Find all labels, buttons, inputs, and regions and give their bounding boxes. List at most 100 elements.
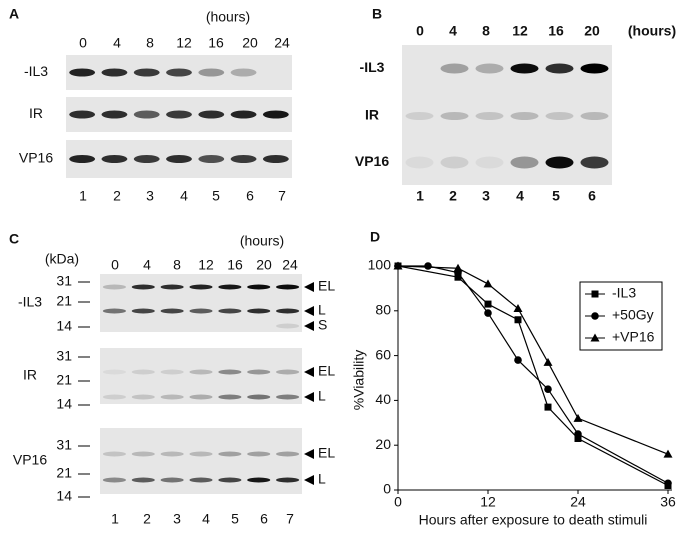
lane-number: 6 bbox=[588, 188, 596, 204]
marker-label: 21 bbox=[56, 293, 72, 309]
blot-band bbox=[131, 477, 155, 483]
blot-band bbox=[101, 155, 128, 163]
blot-band bbox=[545, 63, 574, 74]
x-tick-label: 12 bbox=[480, 494, 496, 510]
blot-band bbox=[510, 156, 539, 169]
blot-band bbox=[133, 68, 160, 77]
band-arrow bbox=[304, 321, 314, 331]
marker bbox=[513, 304, 523, 313]
blot-band bbox=[131, 284, 155, 290]
time-label: 20 bbox=[584, 23, 600, 39]
blot-band bbox=[440, 112, 469, 120]
blot-band bbox=[247, 369, 271, 375]
blot-band bbox=[545, 156, 574, 169]
blot-band bbox=[230, 110, 257, 119]
blot-band bbox=[262, 110, 289, 119]
lane-number: 7 bbox=[278, 188, 286, 204]
time-label: 4 bbox=[143, 257, 151, 273]
blot-band bbox=[276, 394, 300, 400]
blot-band bbox=[131, 369, 155, 375]
blot-band bbox=[166, 110, 192, 119]
blot-band bbox=[101, 110, 128, 119]
band-arrow bbox=[304, 306, 314, 316]
marker-label: 31 bbox=[56, 437, 72, 453]
blot-band bbox=[230, 155, 257, 163]
blot-band bbox=[131, 308, 155, 314]
blot-band bbox=[247, 308, 271, 314]
blot-band bbox=[69, 155, 96, 163]
blot-band bbox=[160, 477, 184, 483]
blot-band bbox=[276, 451, 300, 457]
blot-band bbox=[276, 284, 300, 290]
x-tick-label: 24 bbox=[570, 494, 586, 510]
marker-label: 21 bbox=[56, 465, 72, 481]
marker bbox=[591, 312, 599, 320]
band-label: EL bbox=[318, 445, 335, 461]
time-unit: (hours) bbox=[240, 233, 284, 249]
blot-band bbox=[102, 308, 126, 314]
blot-band bbox=[580, 156, 609, 169]
lane-number: 1 bbox=[416, 188, 424, 204]
blot-band bbox=[218, 477, 242, 483]
blot-band bbox=[198, 155, 225, 163]
y-tick-label: 100 bbox=[368, 257, 392, 273]
lane-number: 4 bbox=[516, 188, 524, 204]
marker bbox=[424, 262, 432, 270]
time-label: 8 bbox=[482, 23, 490, 39]
time-label: 20 bbox=[242, 35, 258, 51]
blot-strip bbox=[402, 140, 612, 185]
lane-number: 3 bbox=[146, 188, 154, 204]
band-arrow bbox=[304, 449, 314, 459]
time-label: 12 bbox=[176, 35, 192, 51]
blot-band bbox=[131, 451, 155, 457]
blot-band bbox=[160, 369, 184, 375]
lane-number: 6 bbox=[246, 188, 254, 204]
marker bbox=[591, 290, 599, 298]
x-tick-label: 36 bbox=[660, 494, 676, 510]
blot-band bbox=[580, 112, 609, 120]
lane-number: 5 bbox=[552, 188, 560, 204]
marker bbox=[393, 261, 403, 270]
blot-band bbox=[440, 156, 469, 169]
blot-strip bbox=[402, 92, 612, 140]
kda-unit: (kDa) bbox=[45, 251, 79, 267]
blot-band bbox=[218, 308, 242, 314]
lane-number: 2 bbox=[449, 188, 457, 204]
blot-band bbox=[276, 369, 300, 375]
row-label: VP16 bbox=[13, 452, 47, 468]
blot-band bbox=[166, 68, 192, 77]
blot-band bbox=[189, 477, 213, 483]
time-label: 20 bbox=[256, 257, 272, 273]
time-label: 0 bbox=[416, 23, 424, 39]
blot-band bbox=[276, 477, 300, 483]
blot-band bbox=[160, 308, 184, 314]
time-label: 16 bbox=[548, 23, 564, 39]
lane-number: 4 bbox=[180, 188, 188, 204]
blot-band bbox=[160, 284, 184, 290]
time-label: 4 bbox=[449, 23, 457, 39]
marker bbox=[514, 356, 522, 364]
band-label: L bbox=[318, 471, 326, 487]
panel-label: B bbox=[372, 6, 382, 22]
band-arrow bbox=[304, 282, 314, 292]
blot-band bbox=[276, 308, 300, 314]
blot-band bbox=[69, 68, 96, 77]
blot-band bbox=[475, 112, 504, 120]
lane-number: 1 bbox=[79, 188, 87, 204]
blot-band bbox=[198, 110, 225, 119]
blot-band bbox=[69, 110, 96, 119]
blot-band bbox=[545, 112, 574, 120]
lane-number: 1 bbox=[111, 511, 119, 527]
blot-band bbox=[580, 63, 609, 74]
row-label: IR bbox=[29, 105, 43, 121]
lane-number: 6 bbox=[260, 511, 268, 527]
blot-band bbox=[189, 284, 213, 290]
marker bbox=[664, 479, 672, 488]
marker bbox=[544, 403, 552, 411]
time-label: 8 bbox=[173, 257, 181, 273]
marker bbox=[573, 413, 583, 422]
y-tick-label: 80 bbox=[375, 302, 391, 318]
blot-band bbox=[218, 284, 242, 290]
band-arrow bbox=[304, 392, 314, 402]
